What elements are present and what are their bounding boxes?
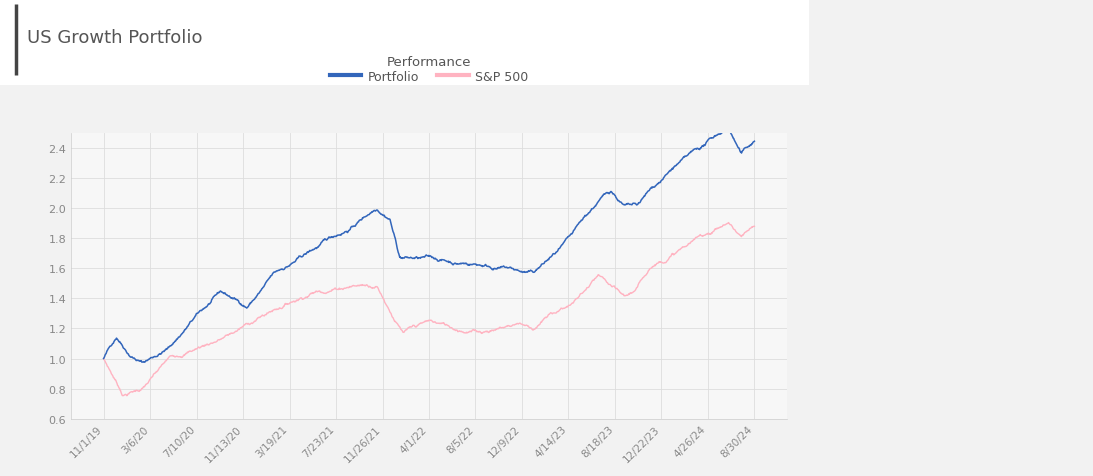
Legend: Portfolio, S&P 500: Portfolio, S&P 500 xyxy=(325,65,533,89)
Text: Since inception at eToro: Since inception at eToro xyxy=(883,210,1024,220)
Text: Trend Score: Trend Score xyxy=(825,247,909,260)
Text: 4: 4 xyxy=(1074,247,1082,260)
Text: MDY: MDY xyxy=(825,364,881,384)
Text: Performance: Performance xyxy=(387,56,471,69)
Text: 136.22%: 136.22% xyxy=(896,154,1011,178)
Bar xyxy=(825,319,928,334)
Bar xyxy=(825,262,1082,277)
Text: October 1, 2024 - market-signals.net: October 1, 2024 - market-signals.net xyxy=(825,424,1018,433)
Text: 2.10%: 2.10% xyxy=(905,36,1002,64)
Text: Performance September: Performance September xyxy=(882,87,1025,96)
Text: 100%: 100% xyxy=(920,367,959,380)
Text: Performance: Performance xyxy=(916,194,991,204)
Text: 4: 4 xyxy=(1074,304,1082,317)
FancyBboxPatch shape xyxy=(825,17,1082,105)
Bar xyxy=(825,262,928,277)
Text: Risk Score: Risk Score xyxy=(825,304,898,317)
Bar xyxy=(825,319,1082,334)
Text: US Growth Portfolio: US Growth Portfolio xyxy=(27,29,203,47)
FancyBboxPatch shape xyxy=(825,131,1082,224)
